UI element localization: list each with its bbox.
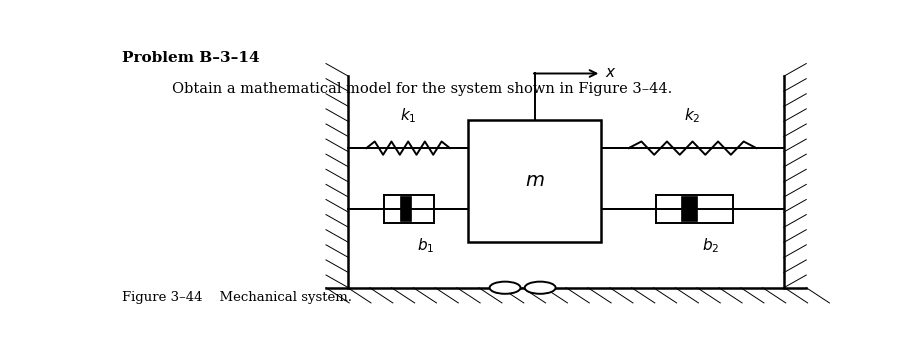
Text: $b_1$: $b_1$ [418, 237, 435, 255]
Bar [400, 196, 411, 222]
Circle shape [489, 282, 521, 294]
Text: Problem B–3–14: Problem B–3–14 [121, 51, 259, 65]
Bar [467, 121, 602, 242]
Text: $b_2$: $b_2$ [702, 237, 719, 255]
Bar [680, 196, 697, 222]
Bar [784, 76, 806, 288]
Text: Obtain a mathematical model for the system shown in Figure 3–44.: Obtain a mathematical model for the syst… [172, 82, 672, 96]
Text: $k_1$: $k_1$ [400, 106, 417, 125]
Bar [326, 288, 806, 303]
Text: $k_2$: $k_2$ [684, 106, 700, 125]
Bar [326, 76, 349, 288]
Text: $m$: $m$ [525, 172, 545, 190]
Text: $x$: $x$ [604, 66, 616, 80]
Text: Figure 3–44    Mechanical system.: Figure 3–44 Mechanical system. [121, 291, 352, 304]
Circle shape [525, 282, 555, 294]
